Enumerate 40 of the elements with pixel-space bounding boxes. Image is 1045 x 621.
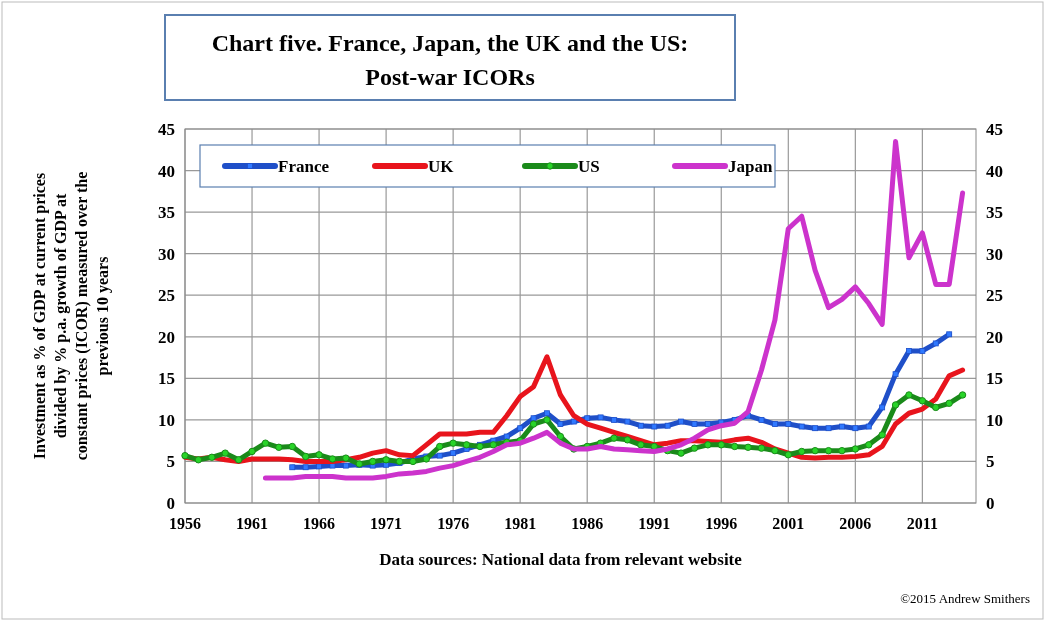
x-tick-label: 2006 — [839, 515, 872, 532]
y-tick-label: 40 — [158, 161, 175, 181]
y2-tick-label: 0 — [986, 494, 995, 513]
x-tick-label: 2001 — [772, 515, 805, 532]
y2-tick-label: 40 — [986, 161, 1003, 181]
legend-label: UK — [428, 157, 455, 176]
y-tick-label: 10 — [158, 410, 175, 430]
x-tick-label: 1996 — [705, 515, 738, 532]
legend-label: France — [278, 157, 330, 176]
x-tick-label: 1986 — [571, 515, 604, 532]
chart-title: Chart five. France, Japan, the UK and the US: Post-war ICORs — [211, 30, 689, 90]
y2-tick-label: 15 — [986, 369, 1003, 389]
y2-tick-label: 5 — [986, 452, 995, 472]
y2-tick-label: 25 — [986, 286, 1003, 306]
y2-tick-label: 30 — [986, 244, 1003, 264]
y2-tick-label: 10 — [986, 410, 1003, 430]
y-tick-label: 35 — [158, 203, 175, 223]
x-tick-label: 1976 — [437, 515, 470, 532]
x-tick-label: 1966 — [303, 515, 336, 532]
y2-tick-label: 45 — [986, 120, 1003, 139]
x-tick-label: 1971 — [370, 515, 403, 532]
legend-label: Japan — [728, 157, 773, 176]
y-tick-label: 30 — [158, 244, 175, 264]
y-tick-label: 45 — [158, 120, 175, 139]
y-axis-title: Investment as % of GDP at current prices divided by % p.a. growth of GDP at constant prices (ICOR) measured over the previous 10 years — [31, 171, 112, 461]
legend-label: US — [578, 157, 600, 176]
y2-tick-label: 35 — [986, 203, 1003, 223]
y-tick-label: 25 — [158, 286, 175, 306]
y2-tick-label: 20 — [986, 327, 1003, 347]
text: Data sources: National data from relevant website — [379, 550, 743, 569]
x-tick-label: 2011 — [906, 515, 938, 532]
x-tick-label: 1956 — [169, 515, 201, 532]
y-tick-label: 5 — [166, 452, 175, 472]
y-tick-label: 15 — [158, 369, 175, 389]
y-tick-label: 0 — [166, 494, 175, 513]
text: ©2015 Andrew Smithers — [900, 591, 1030, 606]
y-tick-label: 20 — [158, 327, 175, 347]
x-tick-label: 1961 — [236, 515, 269, 532]
x-tick-label: 1981 — [504, 515, 537, 532]
x-tick-label: 1991 — [638, 515, 671, 532]
